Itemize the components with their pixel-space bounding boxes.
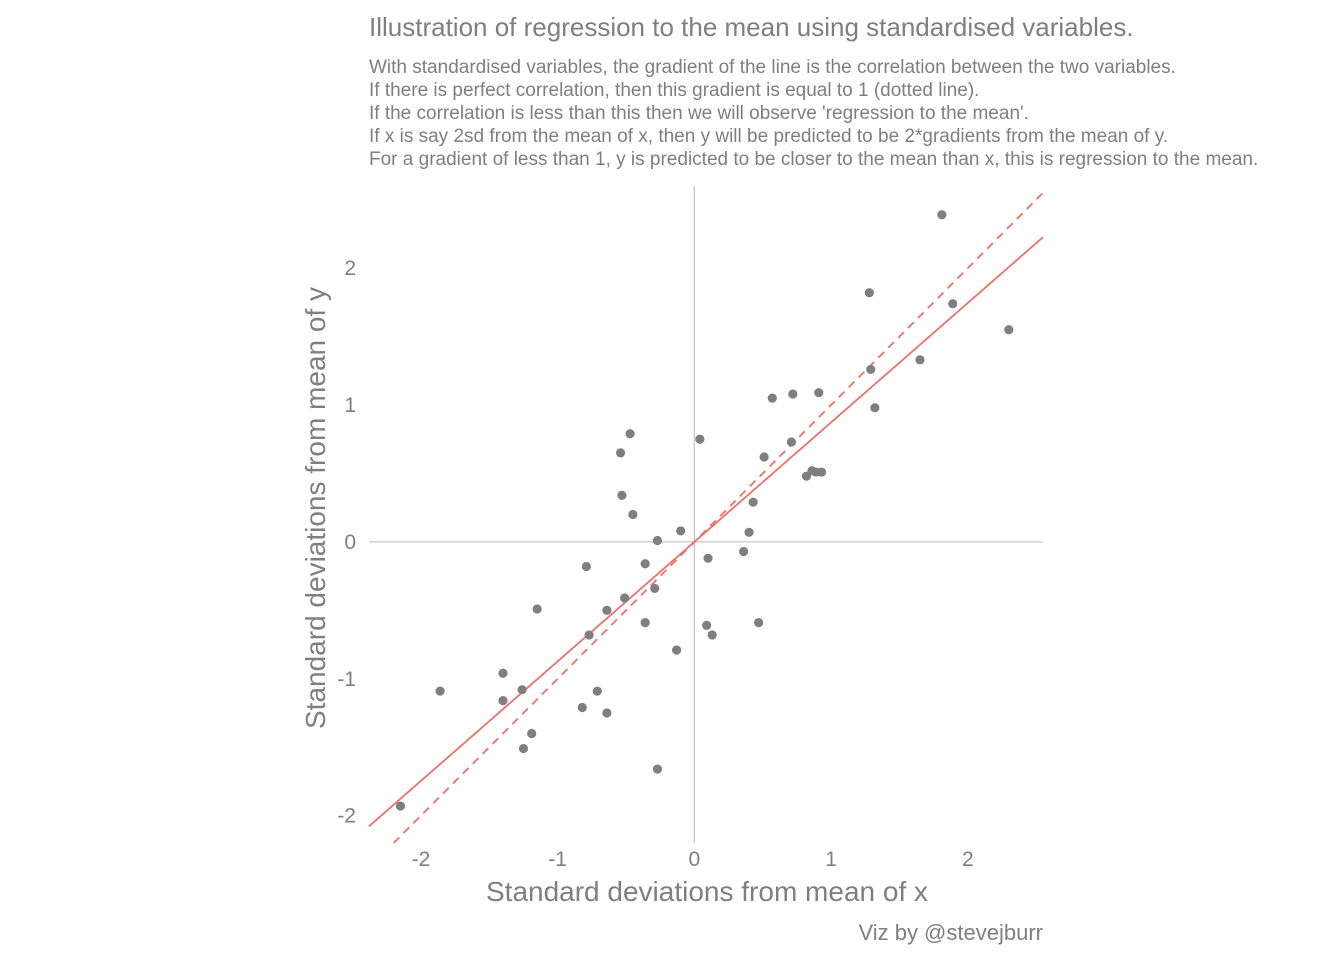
chart-subtitle-line-3: If the correlation is less than this the… — [369, 103, 1029, 124]
data-point — [1004, 325, 1014, 335]
data-point — [870, 403, 880, 413]
data-point — [754, 618, 764, 628]
data-point — [702, 620, 712, 630]
data-point — [620, 593, 630, 603]
data-point — [650, 583, 660, 594]
data-point — [592, 686, 602, 696]
y-tick-label: -2 — [337, 805, 356, 828]
chart-subtitle-line-1: With standardised variables, the gradien… — [369, 57, 1176, 78]
x-tick-label: 0 — [689, 848, 701, 871]
data-point — [788, 389, 798, 399]
data-point — [617, 490, 627, 500]
data-point — [518, 743, 529, 754]
data-point — [577, 702, 587, 713]
data-point — [672, 645, 682, 655]
data-point — [816, 467, 827, 477]
data-point — [915, 355, 925, 365]
data-point — [937, 210, 947, 220]
data-point — [584, 630, 594, 640]
data-point — [814, 388, 824, 398]
y-axis-title: Standard deviations from mean of y — [300, 287, 331, 729]
data-point — [625, 429, 635, 439]
data-point — [866, 364, 876, 375]
data-point — [948, 299, 958, 309]
chart-caption: Viz by @stevejburr — [858, 920, 1043, 945]
data-point — [744, 527, 754, 537]
data-point — [527, 728, 537, 739]
data-point — [707, 630, 717, 640]
data-point — [695, 434, 705, 444]
x-tick-label: 1 — [825, 848, 837, 871]
data-point — [435, 686, 445, 696]
data-point — [652, 764, 663, 774]
y-tick-label: 1 — [344, 394, 356, 417]
x-tick-label: -1 — [548, 848, 567, 871]
data-point — [759, 452, 769, 462]
data-point — [767, 393, 777, 403]
data-point — [581, 561, 591, 572]
chart-subtitle-line-2: If there is perfect correlation, then th… — [369, 80, 979, 101]
data-point — [395, 801, 406, 811]
y-tick-label: 0 — [344, 531, 356, 554]
data-point — [615, 448, 626, 458]
data-point — [517, 685, 527, 695]
x-tick-label: 2 — [962, 848, 974, 871]
data-point — [786, 437, 797, 447]
data-point — [748, 497, 758, 507]
data-point — [640, 559, 650, 569]
x-axis-title: Standard deviations from mean of x — [486, 876, 928, 907]
data-point — [703, 553, 713, 563]
data-point — [532, 604, 542, 614]
data-point — [498, 668, 508, 678]
regression-line — [368, 236, 1044, 827]
y-tick-label: -1 — [337, 668, 356, 691]
plot-area: -2 -1 0 1 2 -2 -1 0 1 2 — [337, 186, 1044, 871]
data-point — [652, 535, 663, 546]
data-point — [864, 288, 874, 298]
chart-subtitle-line-4: If x is say 2sd from the mean of x, then… — [369, 126, 1168, 147]
chart-subtitle-line-5: For a gradient of less than 1, y is pred… — [369, 149, 1258, 170]
data-point — [602, 605, 612, 615]
data-point — [676, 526, 686, 536]
data-point — [738, 546, 749, 557]
x-tick-label: -2 — [412, 848, 431, 871]
data-point — [628, 509, 638, 520]
identity-dashed-line — [392, 192, 1044, 844]
y-tick-label: 2 — [344, 257, 356, 280]
data-point — [602, 708, 612, 718]
chart-title: Illustration of regression to the mean u… — [369, 12, 1134, 42]
data-point — [640, 618, 650, 628]
data-point — [498, 696, 508, 706]
